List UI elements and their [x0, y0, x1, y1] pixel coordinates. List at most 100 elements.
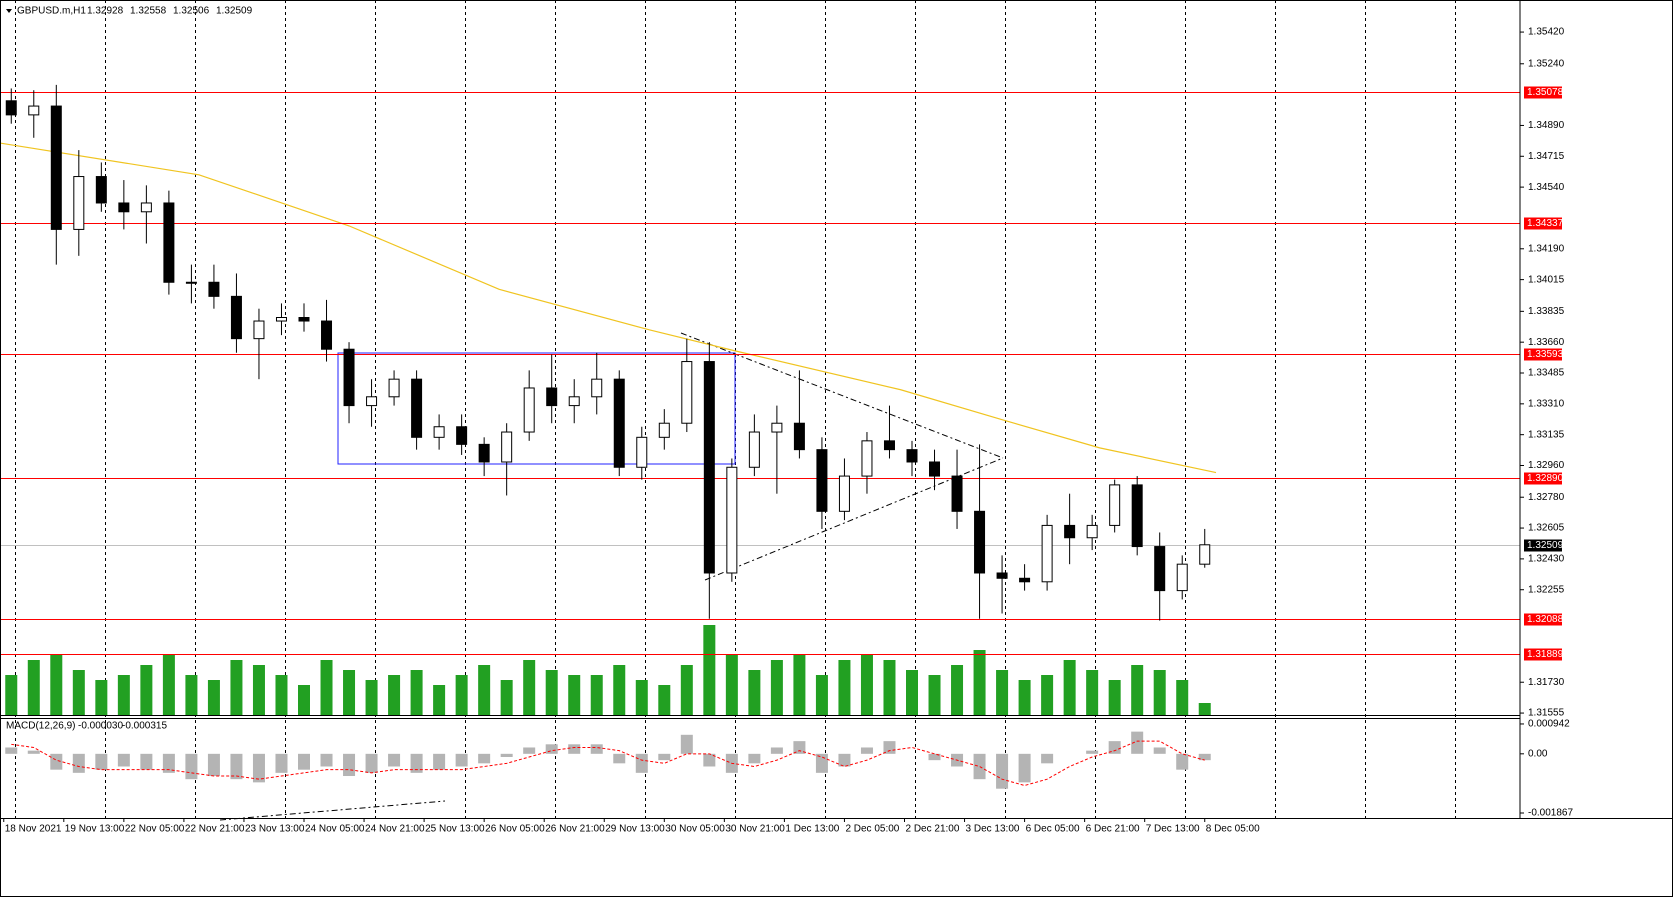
candle-body — [974, 510, 986, 574]
x-tick-label: 25 Nov 13:00 — [425, 824, 485, 835]
macd-bar — [343, 753, 356, 777]
volume-bar — [793, 655, 806, 715]
macd-bar — [455, 753, 468, 767]
macd-bar — [162, 753, 175, 773]
candle-body — [456, 426, 468, 445]
y-tick-label: 1.32430 — [1528, 554, 1565, 565]
macd-bar — [207, 753, 220, 777]
volume-bar — [1176, 680, 1189, 715]
macd-bar — [365, 753, 378, 773]
volume-bar — [906, 670, 918, 715]
candle-body — [366, 396, 378, 407]
x-tick-label: 29 Nov 13:00 — [605, 824, 665, 835]
volume-bar — [95, 680, 108, 715]
volume-bar — [298, 685, 310, 715]
candle-body — [411, 378, 423, 438]
macd-bar — [996, 753, 1009, 789]
x-tick-label: 18 Nov 2021 — [5, 824, 62, 835]
volume-bar — [1041, 675, 1054, 715]
volume-bar — [500, 680, 513, 715]
candle-body — [861, 440, 873, 477]
macd-bar — [568, 744, 581, 754]
y-tick-label: 1.33135 — [1528, 429, 1565, 440]
level-label: 1.32088 — [1527, 614, 1564, 625]
macd-bar — [185, 753, 198, 780]
x-tick-label: 24 Nov 21:00 — [365, 824, 425, 835]
volume-bar — [1063, 660, 1076, 715]
candle-body — [388, 378, 400, 398]
y-tick-label: 1.33485 — [1528, 368, 1565, 379]
volume-bar — [973, 650, 986, 715]
macd-bar — [635, 753, 648, 773]
candle-body — [185, 281, 197, 284]
macd-value: -0.000030 — [78, 721, 123, 732]
y-tick-label: 1.31555 — [1528, 708, 1565, 719]
macd-bar — [1198, 753, 1211, 761]
candle-body — [658, 422, 670, 438]
menu-arrow[interactable] — [6, 9, 12, 13]
candle-body — [478, 443, 490, 463]
macd-bar — [973, 753, 986, 780]
volume-bar — [860, 655, 873, 715]
macd-bar — [500, 753, 513, 757]
macd-bar — [5, 747, 18, 754]
x-tick-label: 2 Dec 21:00 — [905, 824, 959, 835]
volume-bar — [1131, 665, 1144, 715]
volume-bar — [1198, 703, 1211, 715]
macd-signal — [11, 740, 1205, 787]
macd-bar — [1108, 741, 1121, 754]
macd-bar — [117, 753, 130, 767]
volume-bar — [478, 665, 491, 715]
candle-body — [726, 466, 738, 574]
volume-bar — [883, 660, 896, 715]
candle-body — [343, 348, 355, 407]
candle-body — [433, 426, 445, 438]
trend-line — [680, 332, 1004, 459]
volume-bar — [770, 660, 783, 715]
candle-body — [838, 475, 850, 512]
volume-bar — [613, 665, 626, 715]
macd-bar — [388, 753, 401, 767]
x-tick-label: 6 Dec 21:00 — [1086, 824, 1140, 835]
candle-body — [951, 475, 963, 512]
volume-bar — [1108, 680, 1121, 715]
y-tick-label: 1.33310 — [1528, 398, 1565, 409]
candle-body — [298, 317, 310, 322]
volume-bar — [185, 675, 198, 715]
macd-bar — [1131, 731, 1144, 754]
y-tick-label: 1.34190 — [1528, 243, 1565, 254]
macd-bar — [72, 753, 85, 773]
macd-bar — [793, 741, 806, 754]
candle-body — [1109, 484, 1121, 526]
header-value: 1.32928 — [87, 6, 124, 17]
volume-bar — [590, 675, 603, 715]
macd-bar — [613, 753, 626, 764]
volume-bar — [928, 675, 941, 715]
macd-bar — [703, 753, 716, 767]
candle-body — [771, 422, 783, 433]
x-tick-label: 22 Nov 05:00 — [125, 824, 185, 835]
candle-body — [613, 378, 625, 468]
macd-bar — [838, 753, 851, 767]
level-label-bg — [1524, 217, 1562, 230]
volume-bar — [252, 665, 265, 715]
labels: GBPUSD.m,H1 1.32928 1.32558 1.32506 1.32… — [3, 6, 1573, 835]
candle-body — [230, 295, 242, 340]
candle-body — [523, 387, 535, 433]
volume-bar — [523, 660, 536, 715]
y-tick-label: 1.34540 — [1528, 182, 1565, 193]
volume-bar — [838, 660, 851, 715]
candle-body — [321, 320, 333, 350]
macd-bar — [140, 753, 153, 770]
volume-bar — [50, 655, 63, 715]
macd-title: MACD(12,26,9) — [6, 721, 75, 732]
y-tick-label: 1.32605 — [1528, 523, 1565, 534]
x-tick-label: 2 Dec 05:00 — [845, 824, 899, 835]
volume-bar — [230, 660, 243, 715]
macd-bar — [860, 747, 873, 754]
volume-bar — [1018, 680, 1031, 715]
candle-body — [140, 202, 152, 213]
volume-bar — [658, 685, 671, 715]
